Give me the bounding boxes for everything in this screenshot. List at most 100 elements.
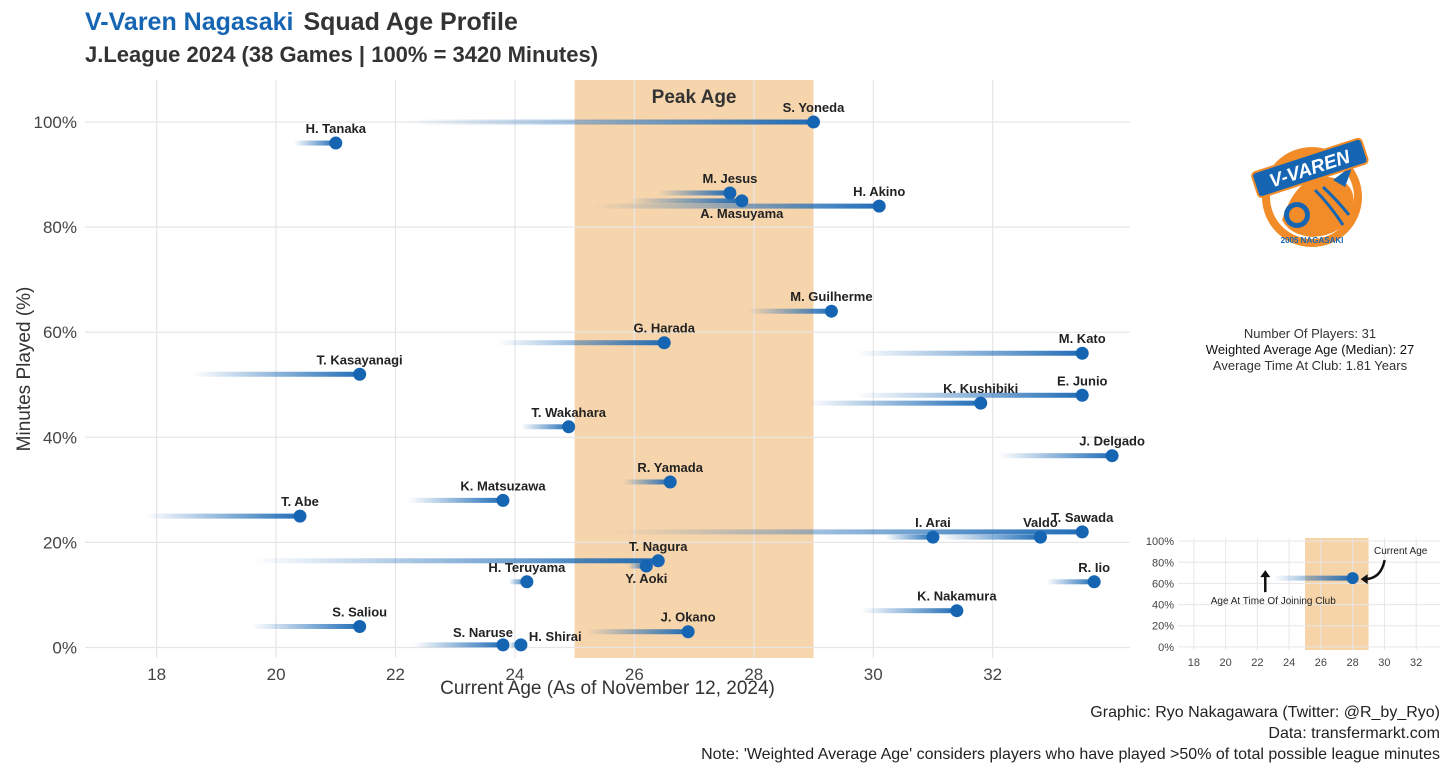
player-label: S. Yoneda (783, 100, 845, 115)
player-label: R. Iio (1078, 560, 1110, 575)
tenure-trail (855, 392, 1083, 398)
tenure-trail (144, 513, 300, 519)
player-point (735, 194, 749, 208)
x-tick-label: 30 (864, 665, 883, 684)
player-label: T. Kasayanagi (317, 352, 403, 367)
y-tick-label: 20% (43, 533, 77, 552)
tenure-trail (628, 563, 647, 569)
tenure-trail (938, 534, 1041, 540)
y-tick-label: 0% (52, 638, 77, 657)
tenure-trail (592, 203, 880, 209)
credits: Graphic: Ryo Nakagawara (Twitter: @R_by_… (701, 702, 1440, 765)
logo-ring-text: 2005 NAGASAKI (1281, 236, 1344, 245)
inset-x-tick-label: 24 (1283, 657, 1295, 669)
tenure-trail (252, 558, 659, 564)
stats-box: Number Of Players: 31 Weighted Average A… (1180, 326, 1440, 374)
tenure-trail (407, 497, 503, 503)
title-text: Squad Age Profile (303, 8, 518, 36)
player-label: T. Wakahara (531, 405, 606, 420)
weighted-average-age: Weighted Average Age (Median): 27 (1205, 342, 1415, 357)
player-label: R. Yamada (637, 460, 703, 475)
x-tick-label: 22 (386, 665, 405, 684)
inset-x-tick-label: 26 (1315, 657, 1327, 669)
player-point (520, 575, 534, 589)
player-point (723, 186, 737, 200)
chart-title: V-Varen Nagasaki Squad Age Profile (85, 8, 518, 37)
tenure-trail (998, 453, 1113, 459)
player-label: G. Harada (634, 321, 696, 336)
player-label: H. Akino (853, 184, 905, 199)
inset-y-tick-label: 80% (1152, 557, 1174, 569)
player-point (1033, 530, 1047, 544)
player-point (824, 304, 838, 318)
player-point (514, 638, 528, 652)
tenure-trail (610, 529, 1083, 535)
x-tick-label: 26 (625, 665, 644, 684)
player-point (663, 475, 677, 489)
player-label: K. Matsuzawa (460, 478, 546, 493)
inset-x-tick-label: 32 (1410, 657, 1422, 669)
graphic-credit: Graphic: Ryo Nakagawara (Twitter: @R_by_… (1090, 704, 1440, 721)
tenure-trail (586, 629, 689, 635)
peak-age-band (574, 80, 814, 658)
player-label: S. Saliou (332, 604, 387, 619)
player-point (974, 396, 988, 410)
tenure-trail (807, 400, 981, 406)
player-point (329, 136, 343, 150)
player-point (1087, 575, 1101, 589)
inset-example-point (1346, 572, 1359, 585)
player-point (926, 530, 940, 544)
player-label: H. Tanaka (306, 121, 367, 136)
peak-age-label: Peak Age (652, 87, 737, 108)
player-point (353, 367, 367, 381)
x-tick-label: 32 (983, 665, 1002, 684)
tenure-trail (622, 479, 671, 485)
player-label: K. Nakamura (917, 589, 997, 604)
tenure-trail (628, 198, 742, 204)
y-tick-label: 60% (43, 323, 77, 342)
player-point (1075, 346, 1089, 360)
player-label: Valdo (1023, 515, 1058, 530)
tenure-trail (1046, 579, 1095, 585)
player-label: M. Guilherme (790, 289, 872, 304)
player-point (1075, 525, 1089, 539)
note: Note: 'Weighted Average Age' considers p… (701, 746, 1440, 763)
inset-y-tick-label: 100% (1146, 536, 1174, 548)
player-label: A. Masuyama (700, 206, 784, 221)
inset-x-tick-label: 18 (1188, 657, 1200, 669)
player-label: H. Teruyama (488, 560, 566, 575)
inset-current-age-label: Current Age (1374, 546, 1428, 557)
y-tick-label: 40% (43, 428, 77, 447)
inset-x-tick-label: 20 (1220, 657, 1232, 669)
y-tick-label: 100% (34, 113, 77, 132)
player-label: K. Kushibiki (943, 381, 1018, 396)
player-point (562, 420, 576, 434)
player-point (950, 604, 964, 618)
tenure-trail (413, 642, 503, 648)
player-point (353, 619, 367, 633)
player-label: E. Junio (1057, 373, 1108, 388)
x-axis-title: Current Age (As of November 12, 2024) (440, 678, 775, 699)
player-label: I. Arai (915, 515, 951, 530)
player-point (496, 493, 510, 507)
player-point (651, 554, 665, 568)
player-point (807, 115, 821, 129)
inset-x-tick-label: 30 (1378, 657, 1390, 669)
join-age-arrowhead (1260, 570, 1271, 578)
player-point (496, 638, 510, 652)
tenure-trail (192, 371, 360, 377)
player-point (657, 336, 671, 350)
team-name: V-Varen Nagasaki (85, 8, 294, 36)
player-point (639, 559, 653, 573)
inset-x-tick-label: 28 (1347, 657, 1359, 669)
inset-y-tick-label: 0% (1158, 642, 1174, 654)
x-tick-label: 24 (505, 665, 524, 684)
y-tick-label: 80% (43, 218, 77, 237)
players-count: Number Of Players: 31 (1243, 326, 1377, 341)
current-age-arrowhead (1360, 574, 1368, 585)
inset-y-tick-label: 60% (1152, 578, 1174, 590)
player-label: Y. Aoki (625, 571, 667, 586)
player-point (293, 509, 307, 523)
tenure-trail (747, 308, 832, 314)
